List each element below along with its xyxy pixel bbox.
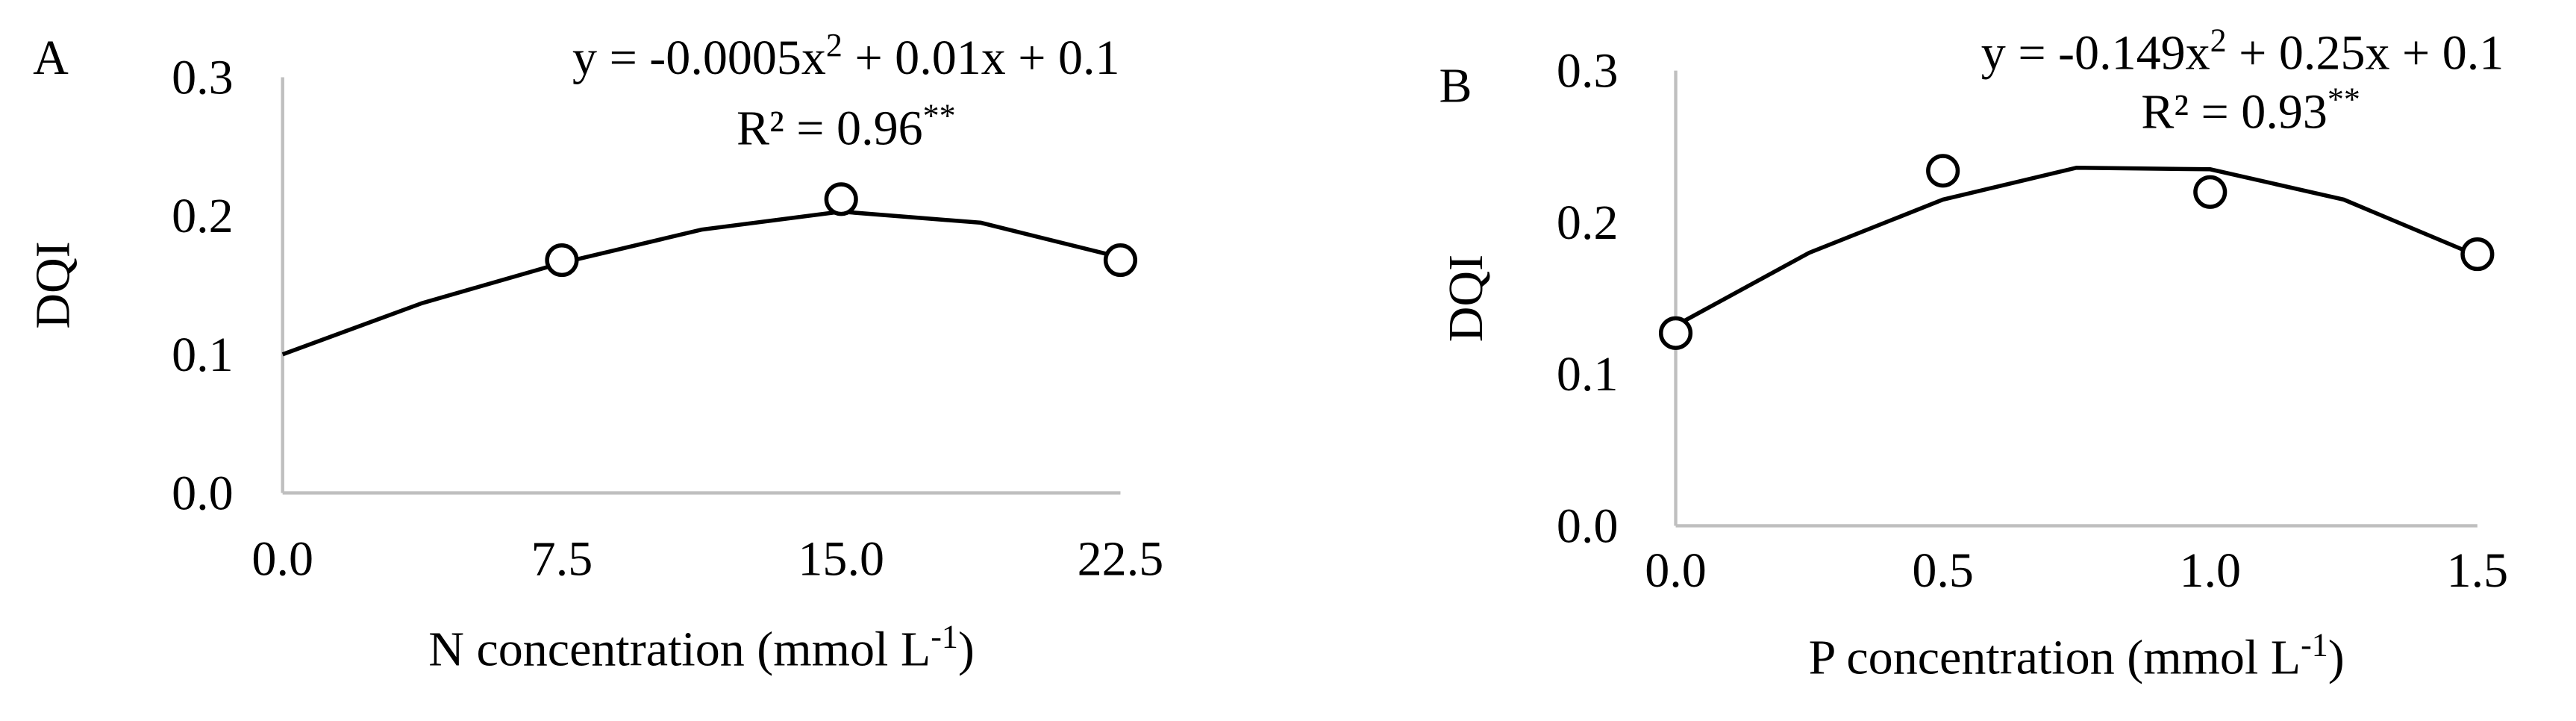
data-point bbox=[1103, 243, 1138, 278]
y-axis-label: DQI bbox=[26, 241, 81, 328]
x-tick-label: 1.5 bbox=[2447, 543, 2509, 598]
y-tick-label: 0.0 bbox=[172, 466, 234, 520]
superscript: 2 bbox=[826, 27, 842, 63]
y-axis-label: DQI bbox=[1439, 255, 1493, 342]
r-squared: R² = 0.93** bbox=[2141, 81, 2360, 139]
superscript: ** bbox=[2328, 81, 2360, 117]
x-tick-label: 0.0 bbox=[1645, 543, 1707, 598]
text-part: y = -0.0005x bbox=[572, 31, 826, 85]
text-part: R² = 0.93 bbox=[2141, 85, 2328, 140]
y-tick-label: 0.2 bbox=[172, 189, 234, 243]
y-tick-label: 0.3 bbox=[172, 50, 234, 104]
text-part: P concentration (mmol L bbox=[1809, 631, 2301, 685]
data-point bbox=[824, 182, 858, 216]
text-part: R² = 0.96 bbox=[737, 102, 923, 156]
trendline-equation: y = -0.149x2 + 0.25x + 0.1 bbox=[1981, 22, 2504, 81]
y-tick-label: 0.3 bbox=[1557, 44, 1619, 99]
text-part: + 0.01x + 0.1 bbox=[842, 31, 1120, 85]
y-tick-label: 0.1 bbox=[1557, 347, 1619, 402]
trendline bbox=[1675, 165, 2478, 328]
y-tick-label: 0.0 bbox=[1557, 499, 1619, 553]
x-axis-label: P concentration (mmol L-1) bbox=[1809, 626, 2345, 684]
trendline-equation: y = -0.0005x2 + 0.01x + 0.1 bbox=[572, 27, 1120, 86]
y-tick-label: 0.1 bbox=[172, 328, 234, 382]
x-tick-label: 15.0 bbox=[798, 532, 884, 587]
superscript: -1 bbox=[931, 618, 958, 655]
text-part: y = -0.149x bbox=[1981, 25, 2210, 80]
trendline bbox=[281, 209, 1122, 357]
x-tick-label: 7.5 bbox=[531, 532, 593, 587]
superscript: -1 bbox=[2301, 626, 2328, 663]
x-tick-label: 1.0 bbox=[2179, 543, 2241, 598]
text-part: ) bbox=[958, 622, 975, 677]
x-tick-label: 0.0 bbox=[251, 532, 313, 587]
x-axis-label: N concentration (mmol L-1) bbox=[428, 618, 975, 677]
text-part: + 0.25x + 0.1 bbox=[2227, 25, 2504, 80]
data-point bbox=[545, 243, 579, 278]
data-point bbox=[1658, 316, 1693, 350]
x-tick-label: 0.5 bbox=[1912, 543, 1974, 598]
superscript: 2 bbox=[2210, 22, 2227, 58]
data-point bbox=[2193, 175, 2228, 209]
y-tick-label: 0.2 bbox=[1557, 196, 1619, 250]
text-part: N concentration (mmol L bbox=[428, 622, 931, 677]
panel-label: A bbox=[33, 31, 69, 85]
r-squared: R² = 0.96** bbox=[737, 97, 956, 155]
x-tick-label: 22.5 bbox=[1078, 532, 1164, 587]
data-point bbox=[1926, 154, 1960, 188]
panel-label: B bbox=[1439, 58, 1472, 113]
superscript: ** bbox=[923, 97, 956, 134]
text-part: ) bbox=[2328, 631, 2345, 685]
data-point bbox=[2460, 237, 2495, 272]
